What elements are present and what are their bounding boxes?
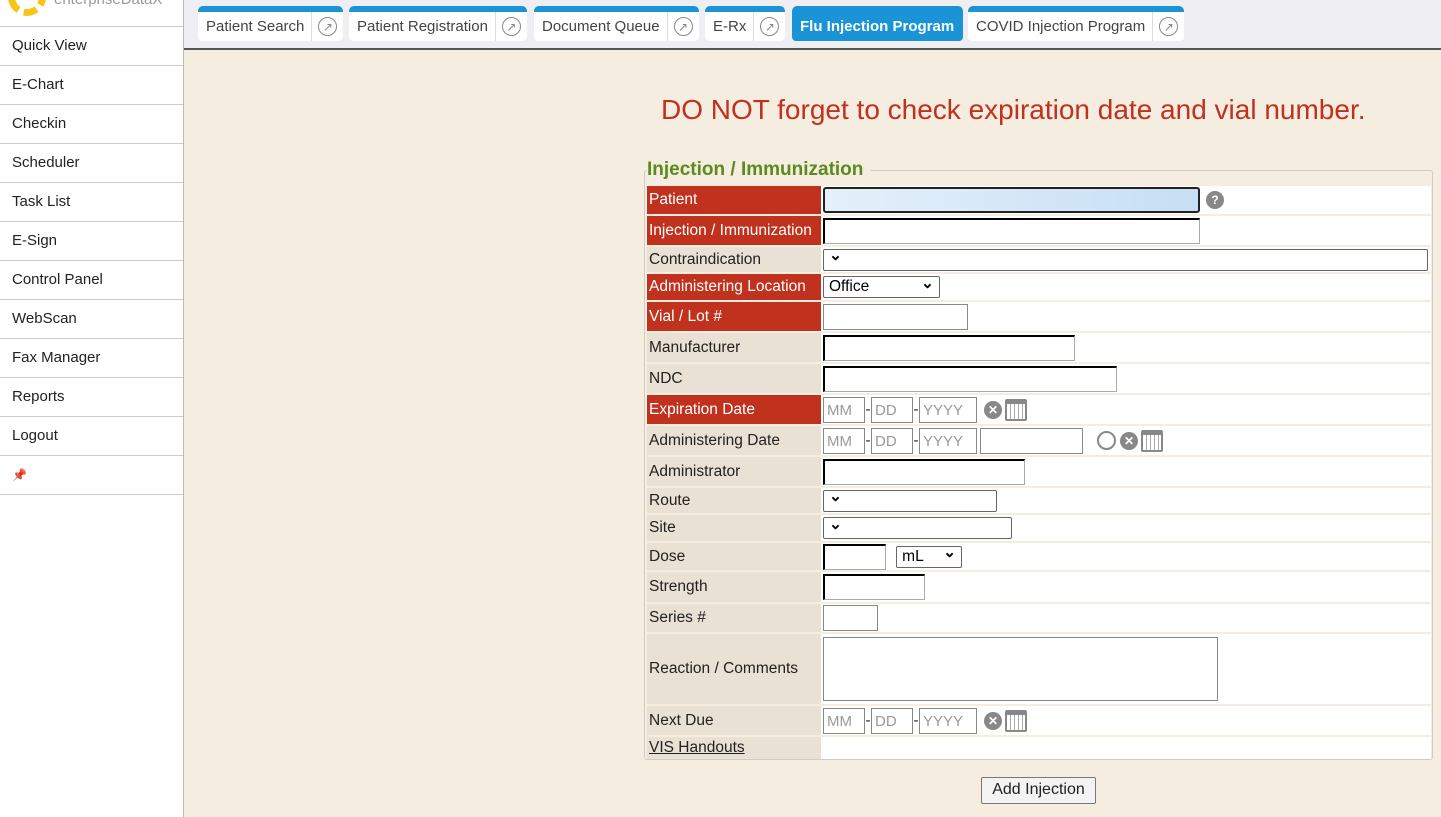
label-series: Series # [647,604,821,632]
logo-sun-icon [8,0,46,16]
label-vial: Vial / Lot # [647,302,821,331]
injection-input[interactable] [823,217,1200,244]
next-yyyy[interactable]: YYYY [919,707,977,734]
clear-icon[interactable]: ✕ [984,400,1002,419]
tab-bar: Patient Search ↗ Patient Registration ↗ Do… [184,0,1441,50]
sidebar-item-logout[interactable]: Logout [0,417,183,456]
administrator-input[interactable] [823,458,1025,485]
label-contraindication: Contraindication [647,247,821,272]
route-select[interactable] [823,489,997,512]
brand-text: enterpriseDataX [54,0,162,8]
contraindication-select[interactable] [823,248,1428,271]
adm-yyyy[interactable]: YYYY [919,427,977,454]
patient-input[interactable] [823,187,1200,213]
popout-button[interactable]: ↗ [311,12,343,41]
exp-dd[interactable]: DD [871,396,913,423]
sidebar-item-control-panel[interactable]: Control Panel [0,261,183,300]
popout-icon: ↗ [1159,17,1179,36]
tab-covid-injection-program[interactable]: COVID Injection Program ↗ [968,6,1185,41]
manufacturer-input[interactable] [823,334,1075,361]
location-select[interactable]: Office [823,276,940,298]
site-select[interactable] [823,517,1012,539]
label-dose: Dose [647,543,821,570]
pin-icon: 📌 [12,468,27,482]
dose-unit-select[interactable]: mL [896,545,963,568]
exp-yyyy[interactable]: YYYY [919,396,977,423]
reaction-textarea[interactable] [823,637,1218,701]
sidebar-item-e-sign[interactable]: E-Sign [0,222,183,261]
exp-mm[interactable]: MM [823,396,865,423]
label-reaction: Reaction / Comments [647,634,821,704]
popout-button[interactable]: ↗ [666,12,699,41]
next-dd[interactable]: DD [871,707,913,734]
clear-icon[interactable]: ✕ [1120,431,1138,450]
popout-button[interactable]: ↗ [1152,12,1184,41]
fieldset-legend: Injection / Immunization [647,159,872,181]
sidebar-item-task-list[interactable]: Task List [0,183,183,222]
vial-input[interactable] [823,303,968,330]
popout-icon: ↗ [673,17,693,36]
sidebar-item-scheduler[interactable]: Scheduler [0,144,183,183]
strength-input[interactable] [823,574,925,600]
injection-form: Patient? Injection / Immunization Contra… [647,184,1431,761]
tab-label: Patient Registration [357,18,488,35]
sidebar-item-e-chart[interactable]: E-Chart [0,66,183,105]
label-administrator: Administrator [647,457,821,486]
label-injection: Injection / Immunization [647,216,821,245]
sidebar-item-checkin[interactable]: Checkin [0,105,183,144]
label-ndc: NDC [647,364,821,393]
calendar-icon[interactable] [1005,709,1027,732]
label-manufacturer: Manufacturer [647,333,821,362]
tab-document-queue[interactable]: Document Queue ↗ [534,6,699,41]
adm-time-input[interactable] [980,427,1083,454]
injection-fieldset [644,170,1433,760]
adm-dd[interactable]: DD [871,427,913,454]
label-next-due: Next Due [647,706,821,735]
tab-label: COVID Injection Program [976,18,1146,35]
tab-label: Patient Search [206,18,305,35]
sidebar-item-quick-view[interactable]: Quick View [0,27,183,66]
sidebar-item-fax-manager[interactable]: Fax Manager [0,339,183,378]
adm-mm[interactable]: MM [823,427,865,454]
popout-icon: ↗ [318,17,338,36]
label-patient: Patient [647,186,821,214]
help-icon[interactable]: ? [1206,191,1224,209]
label-site: Site [647,515,821,541]
tab-label: Flu Injection Program [800,18,955,35]
series-input[interactable] [823,605,878,631]
ndc-input[interactable] [823,365,1117,392]
tab-patient-registration[interactable]: Patient Registration ↗ [349,6,527,41]
tab-label: Document Queue [542,18,660,35]
popout-icon: ↗ [501,17,521,36]
tab-flu-injection-program[interactable]: Flu Injection Program [792,6,963,41]
popout-button[interactable]: ↗ [494,12,527,41]
calendar-icon[interactable] [1141,429,1163,452]
dose-input[interactable] [823,543,886,570]
label-route: Route [647,488,821,513]
tab-patient-search[interactable]: Patient Search ↗ [198,6,344,41]
label-expiration: Expiration Date [647,395,821,424]
label-location: Administering Location [647,274,821,300]
sidebar-item-webscan[interactable]: WebScan [0,300,183,339]
label-strength: Strength [647,572,821,602]
vis-handouts-link[interactable]: VIS Handouts [649,739,745,756]
calendar-icon[interactable] [1005,398,1027,421]
popout-button[interactable]: ↗ [753,12,785,41]
next-mm[interactable]: MM [823,707,865,734]
clear-icon[interactable]: ✕ [984,711,1002,730]
logo: enterpriseDataX [0,0,183,27]
sidebar-item-reports[interactable]: Reports [0,378,183,417]
tab-label: E-Rx [713,18,747,35]
label-adm-date: Administering Date [647,426,821,455]
clock-icon[interactable] [1097,431,1116,450]
expiration-warning: DO NOT forget to check expiration date a… [661,94,1366,125]
add-injection-button[interactable]: Add Injection [981,777,1096,804]
sidebar: enterpriseDataX Quick View E-Chart Check… [0,0,184,817]
pin-button[interactable]: 📌 [0,456,183,495]
tab-e-rx[interactable]: E-Rx ↗ [705,6,786,41]
popout-icon: ↗ [760,17,780,36]
